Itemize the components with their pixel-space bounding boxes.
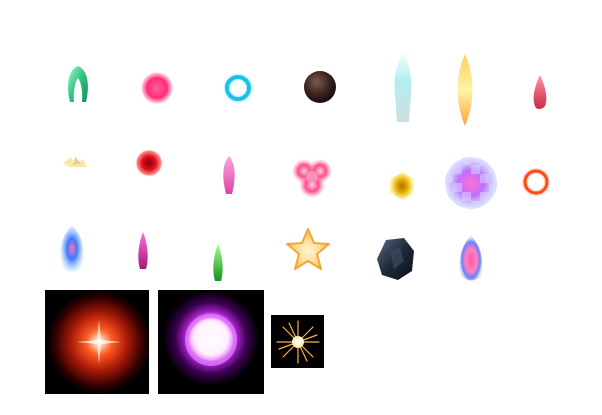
- red-teardrop-icon: [531, 74, 549, 110]
- dark-rock-icon: [376, 237, 416, 281]
- blue-wisp-icon: [57, 225, 87, 273]
- pink-cluster-icon: [289, 155, 335, 201]
- red-fireball-icon: [135, 149, 163, 177]
- green-crescent-icon: [64, 64, 92, 104]
- golden-star-icon: [285, 227, 331, 271]
- dark-sphere-icon: [302, 69, 338, 105]
- yellow-spark-icon: [61, 153, 89, 171]
- magenta-droplet-icon: [220, 154, 238, 196]
- purple-energy-ring-icon: [158, 290, 264, 394]
- firework-spark-icon: [271, 315, 324, 368]
- ice-crystal-icon: [391, 50, 415, 124]
- green-spike-icon: [211, 243, 225, 283]
- orange-ring-icon: [520, 166, 552, 198]
- blue-pink-flame-icon: [455, 234, 487, 282]
- pink-orb-icon: [140, 71, 174, 105]
- red-glow-burst-icon: [45, 290, 149, 394]
- cyan-ring-icon: [222, 72, 254, 104]
- golden-flame-icon: [452, 53, 478, 127]
- amber-gem-icon: [387, 171, 417, 201]
- checkered-orb-icon: [444, 156, 498, 210]
- magenta-spike-icon: [136, 231, 150, 271]
